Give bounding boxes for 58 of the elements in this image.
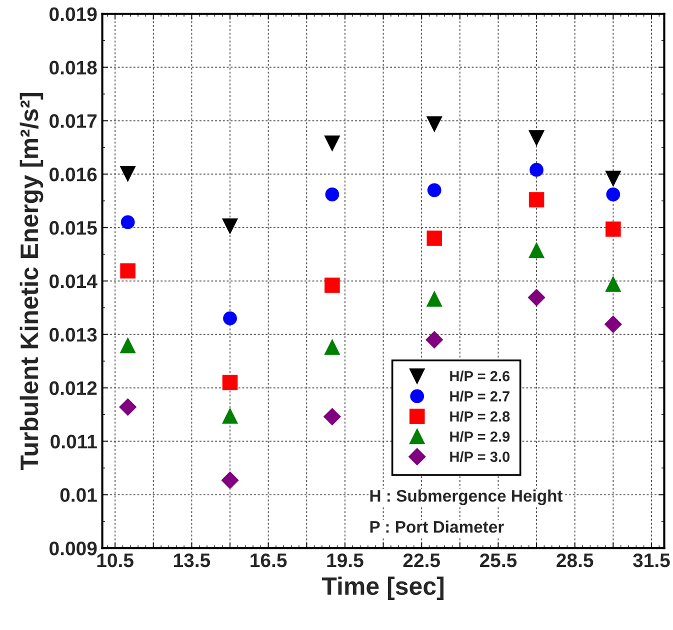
point xyxy=(606,170,621,186)
point xyxy=(606,222,621,237)
point xyxy=(120,166,136,182)
point xyxy=(221,472,239,489)
point xyxy=(222,408,238,424)
x-tick-label: 19.5 xyxy=(327,553,364,568)
point xyxy=(426,116,442,132)
point xyxy=(325,187,340,202)
point xyxy=(120,215,135,230)
point xyxy=(119,398,136,416)
annotation: H : Submergence Height xyxy=(370,490,563,506)
x-tick-label: 22.5 xyxy=(403,553,440,568)
y-tick-label: 0.018 xyxy=(50,60,97,75)
x-tick-label: 28.5 xyxy=(556,553,594,568)
point xyxy=(427,183,442,198)
y-tick-label: 0.012 xyxy=(50,381,97,396)
point xyxy=(222,218,238,234)
point xyxy=(120,338,136,354)
y-tick-label: 0.011 xyxy=(50,434,97,448)
point xyxy=(606,276,621,292)
point xyxy=(223,311,237,326)
point xyxy=(324,136,340,151)
y-tick-label: 0.014 xyxy=(50,274,98,288)
legend-label: H/P = 3.0 xyxy=(450,451,510,462)
y-tick-label: 0.013 xyxy=(50,328,97,342)
point xyxy=(120,263,136,278)
x-axis-title: Time [sec] xyxy=(322,576,444,600)
point xyxy=(528,130,544,146)
point xyxy=(528,242,544,258)
x-tick-label: 10.5 xyxy=(97,553,134,568)
y-tick-label: 0.016 xyxy=(50,168,97,182)
y-tick-label: 0.009 xyxy=(50,542,97,556)
point xyxy=(324,278,340,293)
x-tick-label: 16.5 xyxy=(250,553,287,568)
point xyxy=(604,316,622,333)
y-tick-label: 0.017 xyxy=(50,114,97,128)
legend-label: H/P = 2.8 xyxy=(450,410,510,422)
x-tick-label: 13.5 xyxy=(174,553,210,568)
x-tick-label: 25.5 xyxy=(480,553,517,568)
point xyxy=(530,162,544,177)
legend-label: H/P = 2.9 xyxy=(450,431,510,442)
point xyxy=(222,374,238,390)
legend-label: H/P = 2.6 xyxy=(450,370,510,382)
y-tick-label: 0.019 xyxy=(50,7,97,22)
point xyxy=(426,292,442,307)
point xyxy=(528,288,546,306)
point xyxy=(528,192,544,208)
legend-label: H/P = 2.7 xyxy=(450,390,510,402)
y-axis-title: Turbulent Kinetic Energy [m²/s²] xyxy=(20,93,44,470)
point xyxy=(324,340,340,355)
point xyxy=(324,408,341,426)
point xyxy=(426,230,442,246)
point xyxy=(426,331,443,348)
y-tick-label: 0.01 xyxy=(60,488,97,502)
point xyxy=(606,187,620,202)
annotation: P : Port Diameter xyxy=(370,520,504,533)
x-tick-label: 31.5 xyxy=(633,553,670,568)
y-tick-label: 0.015 xyxy=(50,221,97,235)
